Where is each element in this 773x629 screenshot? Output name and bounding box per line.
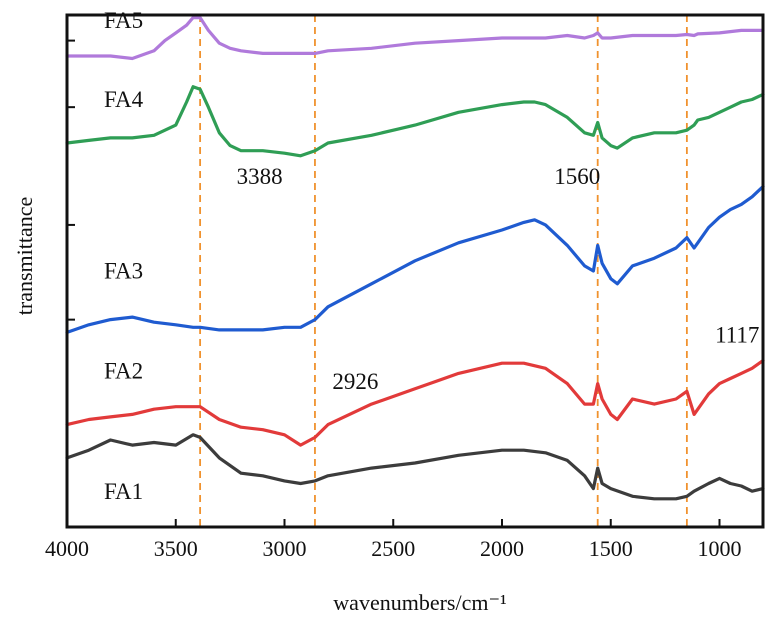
annotation-1560: 1560	[554, 164, 600, 189]
series-label-fa5: FA5	[104, 8, 143, 33]
spectra-lines	[65, 16, 765, 501]
annotation-1117: 1117	[715, 323, 759, 348]
x-tick-label-2500: 2500	[371, 536, 415, 561]
series-line-fa4	[65, 85, 765, 158]
series-label-fa4: FA4	[104, 87, 144, 112]
x-tick-label-4000: 4000	[45, 536, 89, 561]
x-tick-label-1500: 1500	[589, 536, 633, 561]
series-line-fa3	[65, 184, 765, 334]
series-line-fa5	[65, 16, 765, 61]
peak-annotations: 3388 2926 1560 1117	[237, 164, 760, 394]
series-label-fa2: FA2	[104, 359, 143, 384]
series-labels: FA1 FA2 FA3 FA4 FA5	[104, 8, 144, 504]
x-tick-label-1000: 1000	[698, 536, 742, 561]
y-axis-title: transmittance	[12, 197, 37, 316]
series-line-fa2	[65, 359, 765, 447]
y-axis-ticks	[67, 39, 75, 321]
x-axis-title: wavenumbers/cm⁻¹	[333, 590, 506, 615]
series-label-fa1: FA1	[104, 479, 143, 504]
annotation-3388: 3388	[237, 164, 283, 189]
x-tick-label-3000: 3000	[263, 536, 307, 561]
x-tick-label-2000: 2000	[480, 536, 524, 561]
plot-frame	[65, 13, 765, 529]
series-label-fa3: FA3	[104, 259, 143, 284]
annotation-2926: 2926	[332, 369, 378, 394]
reference-lines	[199, 15, 688, 527]
x-axis-ticks: 4000 3500 3000 2500 2000 1500 1000	[45, 519, 742, 561]
x-tick-label-3500: 3500	[154, 536, 198, 561]
series-line-fa1	[65, 433, 765, 501]
